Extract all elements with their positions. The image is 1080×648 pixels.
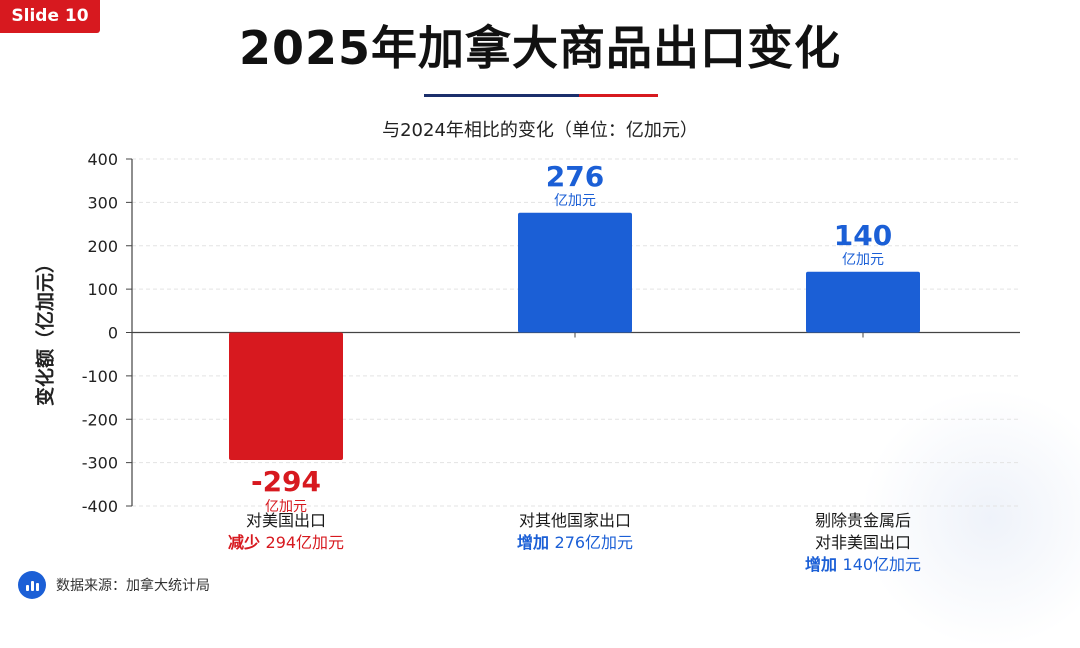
slide-badge: Slide 10 (0, 0, 100, 33)
y-tick-label: -400 (82, 497, 118, 516)
x-category-note: 增加 276亿加元 (517, 533, 633, 552)
bar-value-label: 140 (834, 219, 892, 252)
chart-subtitle: 与2024年相比的变化（单位：亿加元） (382, 120, 698, 141)
title-underline-navy (424, 94, 579, 97)
bar-value-label: 276 (546, 160, 604, 193)
category-note-direction: 增加 (517, 533, 555, 552)
bar (806, 271, 920, 333)
bar (229, 332, 343, 461)
x-category-note: 增加 140亿加元 (805, 555, 921, 574)
category-note-direction: 增加 (805, 555, 843, 574)
y-tick-label: 200 (87, 237, 118, 256)
x-category-label: 剔除贵金属后 (815, 511, 911, 530)
y-tick-label: -300 (82, 454, 118, 473)
source-text: 数据来源：加拿大统计局 (56, 578, 210, 594)
source-footer: 数据来源：加拿大统计局 (18, 571, 210, 599)
y-tick-label: 300 (87, 193, 118, 212)
x-category-label: 对美国出口 (246, 511, 326, 530)
bar-unit-label: 亿加元 (554, 193, 596, 209)
bar-value-label: -294 (251, 465, 321, 498)
y-tick-label: 100 (87, 280, 118, 299)
category-note-amount: 294亿加元 (266, 533, 345, 552)
bar-chart-icon (18, 571, 46, 599)
category-note-amount: 276亿加元 (555, 533, 634, 552)
y-tick-label: 400 (87, 150, 118, 169)
x-category-note: 减少 294亿加元 (228, 533, 344, 552)
y-tick-label: 0 (108, 324, 118, 343)
x-category-label: 对其他国家出口 (519, 511, 631, 530)
y-tick-label: -200 (82, 410, 118, 429)
page-title: 2025年加拿大商品出口变化 (238, 21, 842, 75)
title-underline-red (579, 94, 658, 97)
y-tick-label: -100 (82, 367, 118, 386)
bar-unit-label: 亿加元 (842, 252, 884, 268)
category-note-direction: 减少 (228, 533, 266, 552)
background-decoration (860, 388, 1080, 648)
category-note-amount: 140亿加元 (843, 555, 922, 574)
bar (518, 212, 632, 333)
bar-chart: 4003002001000-100-200-300-400-294亿加元对美国出… (82, 150, 1020, 574)
bar-unit-label: 亿加元 (265, 499, 307, 515)
x-category-label: 对非美国出口 (815, 533, 911, 552)
